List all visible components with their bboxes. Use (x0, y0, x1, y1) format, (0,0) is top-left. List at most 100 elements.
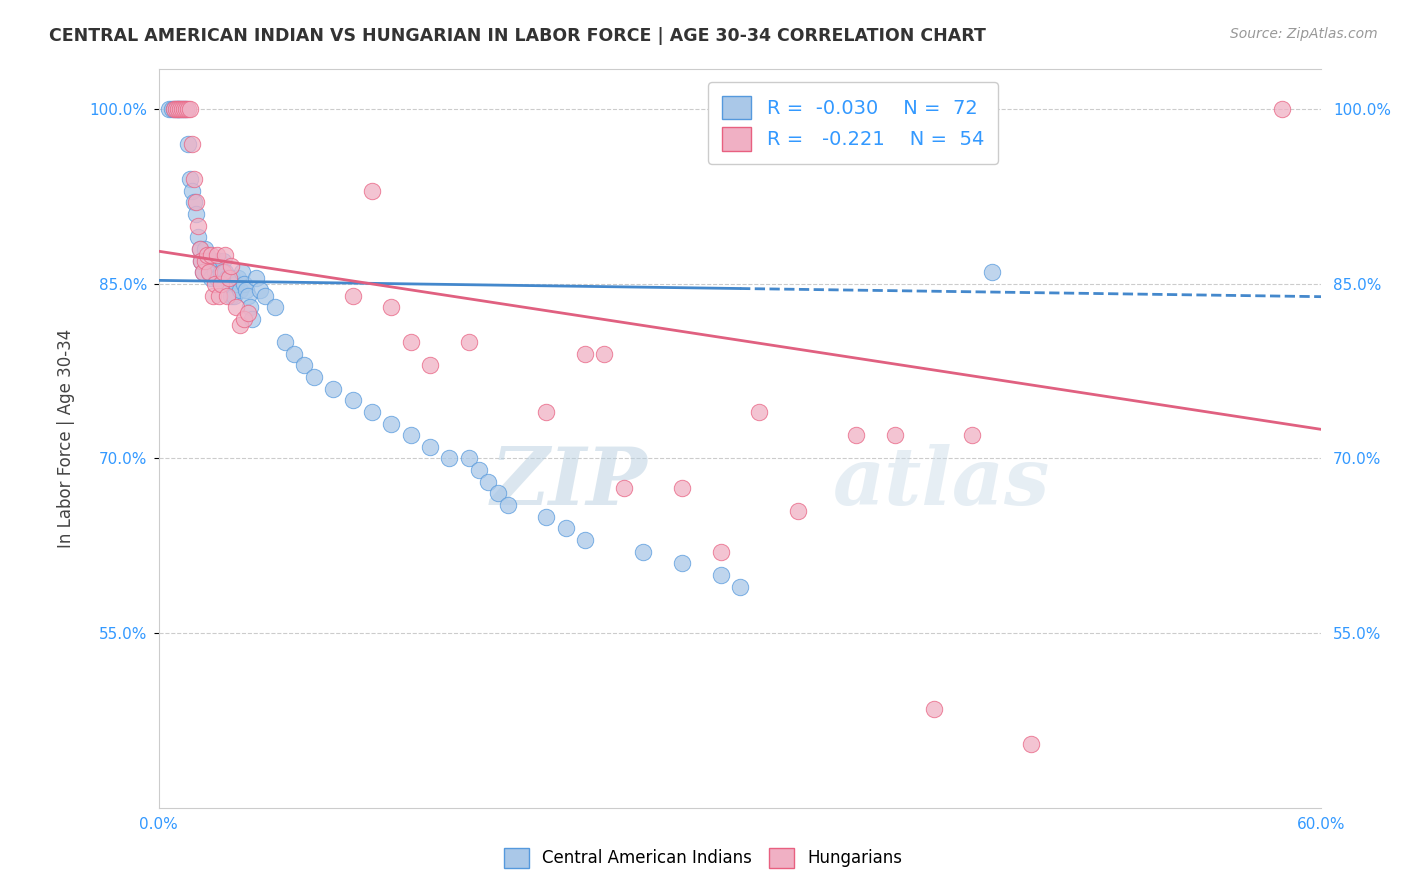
Point (188, 242, 211, 256)
Point (574, 533, 596, 547)
Point (283, 347, 305, 361)
Point (214, 265, 236, 279)
Point (208, 288, 231, 302)
Point (229, 283, 252, 297)
Point (922, 702, 945, 716)
Point (236, 288, 259, 302)
Text: CENTRAL AMERICAN INDIAN VS HUNGARIAN IN LABOR FORCE | AGE 30-34 CORRELATION CHAR: CENTRAL AMERICAN INDIAN VS HUNGARIAN IN … (49, 27, 986, 45)
Point (399, 428, 422, 442)
Point (728, 580, 751, 594)
Point (204, 277, 226, 291)
Point (249, 283, 271, 297)
Point (165, 102, 187, 116)
Point (710, 567, 733, 582)
Point (183, 172, 205, 186)
Point (593, 347, 616, 361)
Point (219, 260, 242, 274)
Point (167, 102, 190, 116)
Point (361, 405, 384, 419)
Point (218, 277, 240, 291)
Point (218, 271, 240, 285)
Point (180, 137, 202, 152)
Point (163, 102, 186, 116)
Point (554, 521, 576, 535)
Point (211, 253, 233, 268)
Point (884, 428, 907, 442)
Point (190, 253, 212, 268)
Point (209, 277, 232, 291)
Point (194, 253, 217, 268)
Point (631, 544, 654, 558)
Point (208, 253, 231, 268)
Point (179, 172, 201, 186)
Point (187, 219, 209, 233)
Text: atlas: atlas (832, 443, 1050, 521)
Point (215, 271, 238, 285)
Point (224, 288, 246, 302)
Point (748, 405, 770, 419)
Point (231, 265, 253, 279)
Point (233, 277, 256, 291)
Point (457, 334, 479, 349)
Point (188, 242, 211, 256)
Point (342, 393, 364, 408)
Point (1019, 737, 1042, 751)
Point (184, 207, 207, 221)
Point (236, 306, 259, 320)
Point (322, 382, 344, 396)
Point (399, 334, 422, 349)
Point (165, 102, 187, 116)
Point (486, 486, 509, 500)
Point (380, 417, 402, 431)
Point (536, 509, 558, 524)
Point (264, 300, 287, 314)
Point (195, 248, 218, 262)
Point (173, 102, 195, 116)
Point (226, 271, 249, 285)
Point (183, 195, 205, 210)
Point (190, 253, 212, 268)
Point (254, 288, 277, 302)
Point (177, 102, 200, 116)
Point (225, 300, 247, 314)
Point (174, 102, 197, 116)
Point (172, 102, 194, 116)
Point (163, 102, 186, 116)
Point (845, 428, 868, 442)
Point (193, 265, 215, 279)
Point (215, 288, 238, 302)
Point (162, 102, 184, 116)
Point (439, 451, 461, 466)
Point (240, 311, 263, 326)
Point (274, 334, 297, 349)
Text: Source: ZipAtlas.com: Source: ZipAtlas.com (1230, 27, 1378, 41)
Point (467, 463, 489, 477)
Point (574, 347, 596, 361)
Point (157, 102, 180, 116)
Point (1271, 102, 1294, 116)
Point (235, 283, 257, 297)
Point (477, 475, 499, 489)
Point (202, 288, 225, 302)
Point (214, 248, 236, 262)
Point (211, 265, 233, 279)
Point (173, 102, 195, 116)
Point (239, 300, 262, 314)
Point (193, 265, 215, 279)
Point (671, 556, 693, 570)
Point (361, 184, 384, 198)
Point (219, 288, 242, 302)
Point (195, 253, 218, 268)
Point (292, 359, 315, 373)
Legend: R =  -0.030    N =  72, R =   -0.221    N =  54: R = -0.030 N = 72, R = -0.221 N = 54 (709, 82, 998, 164)
Point (419, 440, 441, 454)
Point (205, 271, 228, 285)
Point (202, 253, 225, 268)
Point (198, 265, 221, 279)
Point (980, 265, 1002, 279)
Point (180, 184, 202, 198)
Point (536, 405, 558, 419)
Point (172, 102, 194, 116)
Legend: Central American Indians, Hungarians: Central American Indians, Hungarians (498, 841, 908, 875)
Point (209, 265, 232, 279)
